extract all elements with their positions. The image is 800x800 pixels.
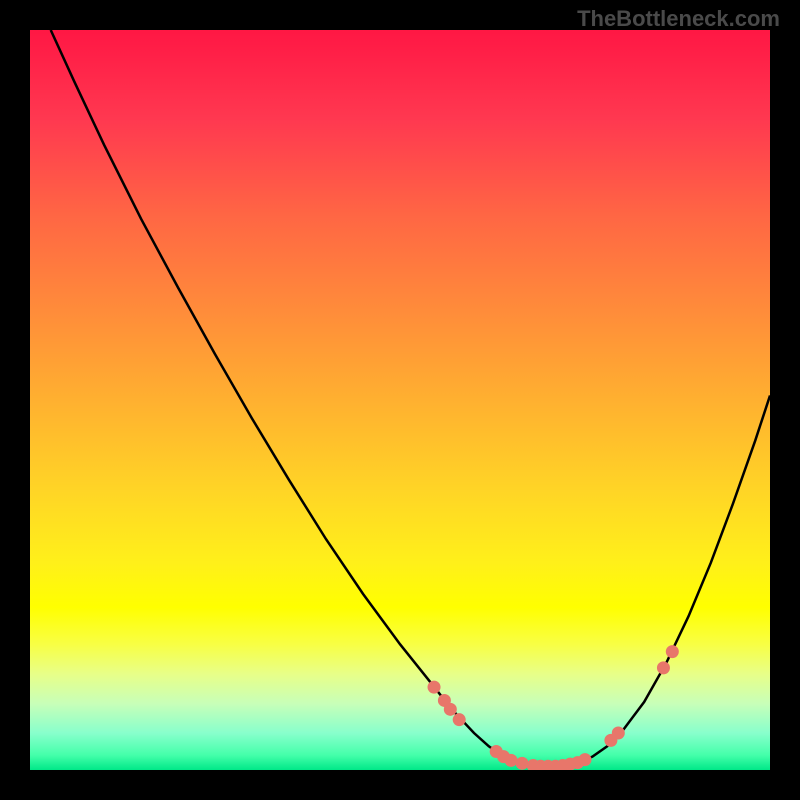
data-marker xyxy=(516,757,529,770)
curve-overlay xyxy=(30,30,770,770)
data-marker xyxy=(505,754,518,767)
data-marker xyxy=(666,645,679,658)
chart-plot-area xyxy=(30,30,770,770)
watermark-text: TheBottleneck.com xyxy=(577,6,780,32)
data-marker xyxy=(579,753,592,766)
chart-container: TheBottleneck.com xyxy=(0,0,800,800)
bottleneck-curve xyxy=(51,30,770,766)
data-marker xyxy=(428,681,441,694)
data-marker xyxy=(444,703,457,716)
data-marker xyxy=(657,661,670,674)
data-marker xyxy=(453,713,466,726)
data-marker xyxy=(612,727,625,740)
